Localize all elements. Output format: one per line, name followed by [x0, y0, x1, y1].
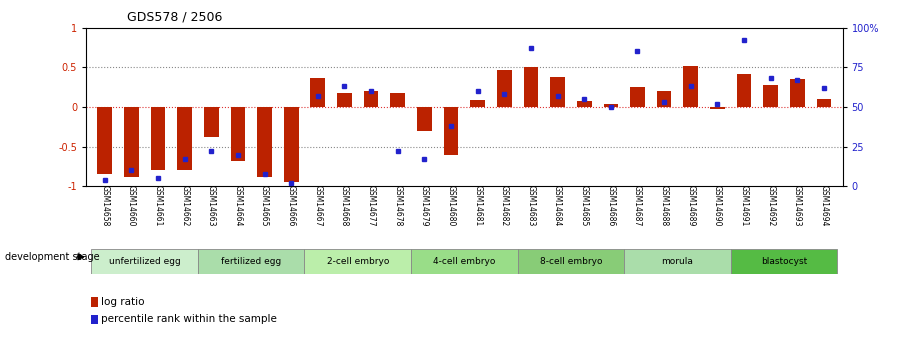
Text: GSM14677: GSM14677: [367, 185, 376, 226]
Text: GSM14693: GSM14693: [793, 185, 802, 226]
Bar: [517, 249, 624, 274]
Bar: [337, 93, 352, 107]
Bar: [524, 67, 538, 107]
Bar: [577, 101, 592, 107]
Text: GSM14687: GSM14687: [633, 185, 642, 226]
Bar: [624, 249, 731, 274]
Bar: [603, 104, 618, 107]
Bar: [816, 99, 832, 107]
Bar: [124, 107, 139, 177]
Bar: [550, 77, 564, 107]
Bar: [764, 85, 778, 107]
Bar: [790, 79, 805, 107]
Bar: [683, 66, 698, 107]
Bar: [411, 249, 517, 274]
Bar: [417, 107, 431, 131]
Bar: [657, 91, 671, 107]
Text: GSM14667: GSM14667: [313, 185, 323, 226]
Text: development stage: development stage: [5, 252, 99, 262]
Text: GSM14685: GSM14685: [580, 185, 589, 226]
Text: GSM14684: GSM14684: [553, 185, 562, 226]
Text: GSM14665: GSM14665: [260, 185, 269, 226]
Bar: [178, 107, 192, 170]
Text: GSM14692: GSM14692: [766, 185, 776, 226]
Text: morula: morula: [661, 257, 693, 266]
Text: 4-cell embryo: 4-cell embryo: [433, 257, 496, 266]
Bar: [231, 107, 246, 161]
Bar: [710, 107, 725, 109]
Text: GSM14662: GSM14662: [180, 185, 189, 226]
Text: 2-cell embryo: 2-cell embryo: [326, 257, 389, 266]
Bar: [304, 249, 411, 274]
Text: GSM14663: GSM14663: [207, 185, 216, 226]
Bar: [204, 107, 218, 137]
Text: GSM14694: GSM14694: [819, 185, 828, 226]
Text: log ratio: log ratio: [101, 297, 144, 307]
Text: 8-cell embryo: 8-cell embryo: [540, 257, 602, 266]
Bar: [737, 73, 751, 107]
Text: GSM14690: GSM14690: [713, 185, 722, 226]
Text: GSM14688: GSM14688: [660, 185, 669, 226]
Text: GSM14666: GSM14666: [286, 185, 295, 226]
Bar: [731, 249, 837, 274]
Bar: [150, 107, 165, 170]
Bar: [390, 93, 405, 107]
Text: GSM14658: GSM14658: [101, 185, 110, 226]
Bar: [198, 249, 304, 274]
Text: GSM14681: GSM14681: [473, 185, 482, 226]
Text: GSM14691: GSM14691: [739, 185, 748, 226]
Text: GSM14682: GSM14682: [500, 185, 509, 226]
Text: GSM14679: GSM14679: [419, 185, 429, 226]
Bar: [97, 107, 112, 174]
Bar: [364, 91, 379, 107]
Text: GSM14668: GSM14668: [340, 185, 349, 226]
Text: unfertilized egg: unfertilized egg: [109, 257, 180, 266]
Bar: [311, 78, 325, 107]
Text: GSM14686: GSM14686: [606, 185, 615, 226]
Text: GSM14683: GSM14683: [526, 185, 535, 226]
Bar: [92, 249, 198, 274]
Text: GSM14661: GSM14661: [153, 185, 162, 226]
Bar: [257, 107, 272, 177]
Bar: [631, 87, 645, 107]
Text: GSM14664: GSM14664: [234, 185, 243, 226]
Text: fertilized egg: fertilized egg: [221, 257, 282, 266]
Bar: [497, 70, 512, 107]
Text: blastocyst: blastocyst: [761, 257, 807, 266]
Bar: [444, 107, 458, 155]
Text: GSM14689: GSM14689: [686, 185, 695, 226]
Text: GSM14678: GSM14678: [393, 185, 402, 226]
Text: GDS578 / 2506: GDS578 / 2506: [127, 10, 222, 23]
Text: GSM14680: GSM14680: [447, 185, 456, 226]
Bar: [284, 107, 298, 182]
Text: GSM14660: GSM14660: [127, 185, 136, 226]
Text: percentile rank within the sample: percentile rank within the sample: [101, 314, 276, 324]
Bar: [470, 100, 485, 107]
